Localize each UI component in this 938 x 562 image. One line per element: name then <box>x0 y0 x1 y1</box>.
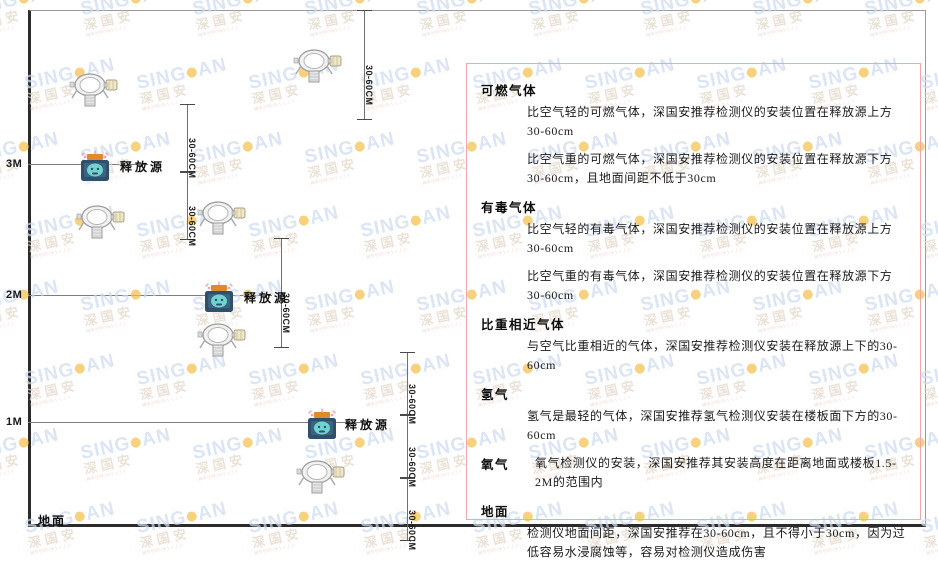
panel-section-text: 比空气轻的有毒气体，深国安推荐检测仪的安装位置在释放源上方30-60cm <box>527 222 893 255</box>
dimension-stack: 30-60CM <box>272 238 332 348</box>
dimension-label: 30-60CM <box>187 206 197 247</box>
dimension-line <box>281 238 282 348</box>
dimension-tick <box>180 171 195 172</box>
ground-label: 地面 <box>38 514 67 528</box>
dimension-tick <box>180 239 195 240</box>
gas-detector-icon <box>292 44 344 88</box>
dimension-tick <box>400 477 415 478</box>
gas-detector-icon <box>75 200 127 244</box>
panel-section-text: 与空气比重相近的气体，深国安推荐检测仪安装在释放源上下的30-60cm <box>527 339 898 372</box>
dimension-stack: 30-60CM 30-60CM 30-60CM <box>398 352 458 550</box>
dimension-segment: 30-60CM <box>398 415 458 487</box>
panel-section-title: 地面 <box>481 505 510 519</box>
dimension-tick <box>357 10 372 11</box>
panel-section-text: 比空气重的有毒气体，深国安推荐检测仪的安装位置在释放源下方30-60cm <box>527 269 893 302</box>
dimension-label: 30-60CM <box>364 65 374 106</box>
dimension-segment: 30-60CM <box>178 172 238 247</box>
panel-section: 氧气 氧气检测仪的安装，深国安推荐其安装高度在距离地面或楼板1.5-2M的范围内 <box>481 454 906 492</box>
dimension-tick <box>357 119 372 120</box>
dimension-line <box>364 10 365 120</box>
dimension-tick <box>400 415 415 416</box>
gas-detector-icon <box>196 196 248 240</box>
dimension-tick <box>400 414 415 415</box>
gas-detector-icon <box>196 318 248 362</box>
axis-tick-label: 3M <box>6 158 23 170</box>
guidance-panel: 可燃气体比空气轻的可燃气体，深国安推荐检测仪的安装位置在释放源上方30-60cm… <box>466 63 921 559</box>
panel-section-title: 氢气 <box>481 388 510 402</box>
release-source-icon <box>303 408 341 442</box>
level-line <box>28 295 272 296</box>
level-line <box>28 422 373 423</box>
dimension-tick <box>400 352 415 353</box>
release-source-icon <box>76 150 114 184</box>
release-source-icon <box>200 281 238 315</box>
gas-detector-icon <box>68 68 120 112</box>
gas-detector-icon <box>295 455 347 499</box>
dimension-segment: 30-60CM <box>398 352 458 424</box>
panel-section-text: 氢气是最轻的气体，深国安推荐氢气检测仪安装在楼板面下方的30-60cm <box>527 409 898 442</box>
panel-section-text: 比空气轻的可燃气体，深国安推荐检测仪的安装位置在释放源上方30-60cm <box>527 105 893 138</box>
panel-section-title: 比重相近气体 <box>481 318 566 332</box>
dimension-segment: 30-60CM <box>272 238 332 348</box>
dimension-tick <box>274 347 289 348</box>
source-label-3m: 释放源 <box>120 160 166 174</box>
panel-section-title: 可燃气体 <box>481 84 538 98</box>
dimension-tick <box>180 172 195 173</box>
panel-section-text: 氧气检测仪的安装，深国安推荐其安装高度在距离地面或楼板1.5-2M的范围内 <box>535 456 897 489</box>
dimension-label: 30-60CM <box>407 509 417 551</box>
source-label-2m: 释放源 <box>244 291 290 305</box>
dimension-segment: 30-60CM <box>355 10 415 120</box>
panel-section-text: 检测仪地面间距，深国安推荐在30-60cm，且不得小于30cm，因为过低容易水浸… <box>527 526 906 559</box>
axis-tick-label: 1M <box>6 416 23 428</box>
panel-section-title: 有毒气体 <box>481 201 538 215</box>
panel-section-title: 氧气 <box>481 458 510 472</box>
dimension-tick <box>180 104 195 105</box>
source-label-1m: 释放源 <box>345 418 391 432</box>
dimension-tick <box>274 238 289 239</box>
dimension-segment: 30-60CM <box>398 478 458 550</box>
chart-frame <box>28 10 926 527</box>
dimension-line <box>407 352 408 541</box>
dimension-tick <box>400 478 415 479</box>
axis-tick-label: 2M <box>6 289 23 301</box>
dimension-stack: 30-60CM 30-60CM <box>178 104 238 247</box>
dimension-segment: 30-60CM <box>178 104 238 179</box>
dimension-stack: 30-60CM <box>355 10 415 120</box>
panel-section-text: 比空气重的可燃气体，深国安推荐检测仪的安装位置在释放源下方30-60cm，且地面… <box>527 152 893 185</box>
